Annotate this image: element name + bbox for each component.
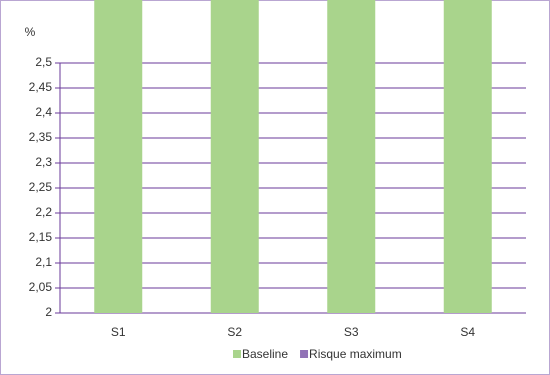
y-tick-label: 2,2 <box>35 205 52 219</box>
y-tick-label: 2,15 <box>29 230 53 244</box>
y-tick-label: 2,3 <box>35 155 52 169</box>
y-tick-label: 2,35 <box>29 130 53 144</box>
x-tick-label: S4 <box>460 325 475 339</box>
y-tick-label: 2 <box>45 305 52 319</box>
x-tick-label: S2 <box>227 325 242 339</box>
bar-segment <box>210 0 259 313</box>
legend-swatch <box>300 350 309 358</box>
legend-label: Baseline <box>242 347 288 361</box>
x-tick-label: S3 <box>344 325 359 339</box>
y-axis-label: % <box>25 25 36 39</box>
y-tick-label: 2,05 <box>29 280 53 294</box>
y-tick-label: 2,45 <box>29 80 53 94</box>
y-tick-label: 2,25 <box>29 180 53 194</box>
bar-segment <box>443 0 492 313</box>
y-tick-label: 2,5 <box>35 55 52 69</box>
legend-label: Risque maximum <box>309 347 402 361</box>
bar-segment <box>327 0 376 313</box>
legend-swatch <box>233 350 241 358</box>
bar-segment <box>94 0 143 313</box>
y-tick-label: 2,1 <box>35 255 52 269</box>
y-tick-label: 2,4 <box>35 105 52 119</box>
x-tick-label: S1 <box>111 325 126 339</box>
